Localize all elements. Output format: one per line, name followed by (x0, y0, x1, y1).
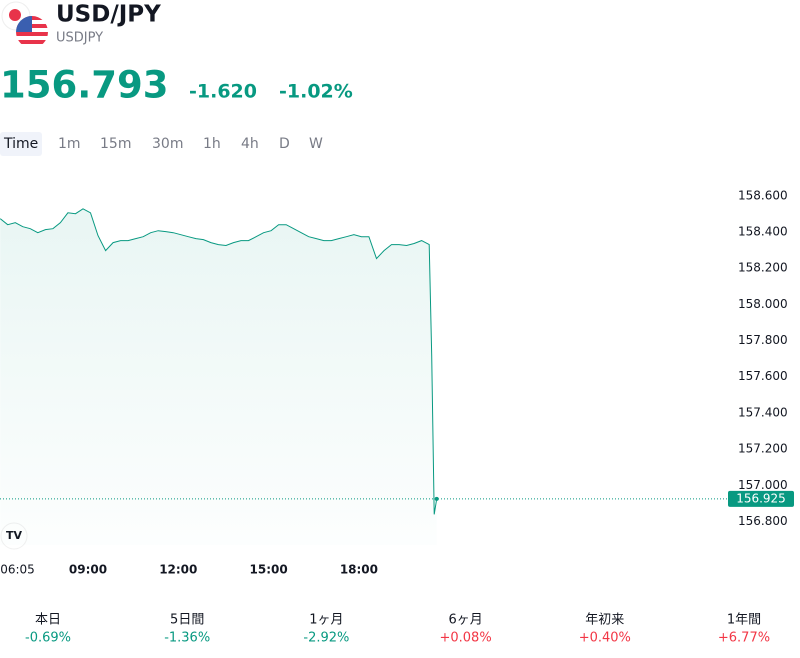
title: USD/JPY (56, 2, 161, 28)
x-tick-label: 06:05 (0, 563, 35, 577)
last-price-label: 156.925 (736, 491, 786, 505)
x-tick-label: 15:00 (250, 563, 288, 577)
y-tick-label: 157.400 (738, 405, 788, 419)
period-change: +0.08% (439, 631, 491, 646)
timeframe-button[interactable]: D (279, 136, 290, 152)
period-change: -1.36% (164, 631, 210, 646)
period-change: +0.40% (579, 631, 631, 646)
period-change: +6.77% (718, 631, 770, 646)
x-tick-label: 12:00 (159, 563, 197, 577)
timeframe-button[interactable]: 4h (241, 136, 259, 152)
line (0, 208, 438, 515)
timeframe-button[interactable]: Time (3, 136, 38, 152)
period-label: 1ヶ月 (309, 613, 343, 628)
y-tick-label: 157.800 (738, 333, 788, 347)
period-label: 年初来 (585, 613, 624, 628)
change-percent: -1.02% (279, 81, 353, 103)
timeframe-button[interactable]: 30m (152, 136, 183, 152)
last-point (434, 496, 439, 501)
x-tick-label: 09:00 (69, 563, 107, 577)
period-label: 6ヶ月 (448, 613, 482, 628)
period-change: -2.92% (303, 631, 349, 646)
period-label: 本日 (35, 613, 61, 628)
period-label: 5日間 (170, 613, 204, 628)
y-tick-label: 158.000 (738, 297, 788, 311)
symbol: USDJPY (56, 31, 103, 46)
y-tick-label: 157.200 (738, 442, 788, 456)
last-price-tag (728, 490, 794, 507)
y-tick-label: 156.800 (738, 514, 788, 528)
period-change: -0.69% (25, 631, 71, 646)
y-tick-label: 157.600 (738, 369, 788, 383)
symbol-logo (1, 1, 48, 48)
area (0, 208, 437, 546)
timeframe-button[interactable]: 1m (58, 136, 81, 152)
y-tick-label: 158.400 (738, 224, 788, 238)
timeframe-button[interactable]: W (309, 136, 323, 152)
price: 156.793 (0, 64, 169, 107)
x-tick-label: 18:00 (340, 563, 378, 577)
timeframe-button[interactable]: 1h (203, 136, 221, 152)
period-label: 1年間 (727, 613, 761, 628)
y-tick-label: 158.600 (738, 188, 788, 202)
timeframe-active (0, 132, 42, 156)
y-tick-label: 157.000 (738, 478, 788, 492)
change: -1.620 (189, 81, 257, 103)
timeframe-button[interactable]: 15m (100, 136, 131, 152)
y-tick-label: 158.200 (738, 261, 788, 275)
